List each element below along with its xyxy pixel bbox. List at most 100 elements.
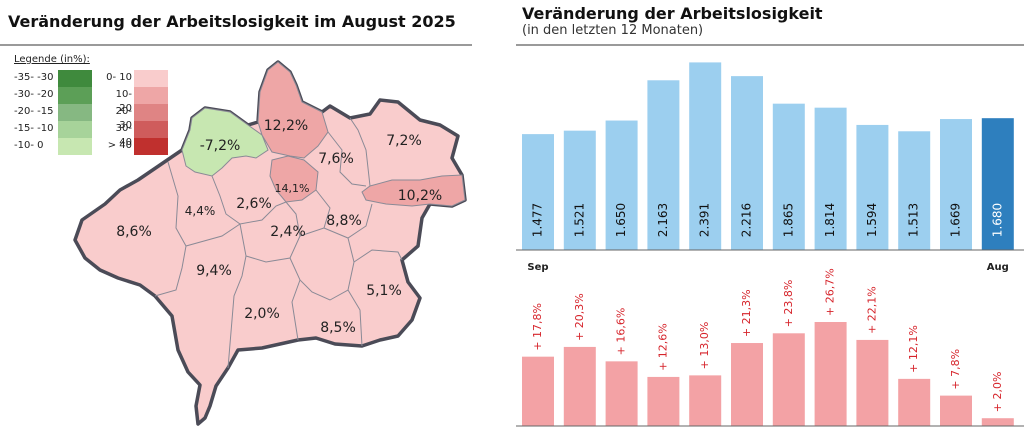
pct-value-label: + 21,3% xyxy=(740,289,753,337)
pct-value-label: + 12,1% xyxy=(907,325,920,373)
legend-swatch xyxy=(58,70,92,87)
pct-bar xyxy=(689,375,722,426)
count-bar xyxy=(689,62,722,250)
district-green xyxy=(181,107,269,177)
count-bar xyxy=(772,103,805,251)
left-title-rule xyxy=(0,44,472,46)
bar-charts: 1.477 1.521 1.650 2.163 2.391 2.216 1.865 1.814… xyxy=(516,62,1024,427)
pct-chart: + 17,8% + 20,3% + 16,6% + 12,6% + 13,0% + 21,… xyxy=(516,268,1024,427)
legend-label: -20- -15 xyxy=(14,106,54,117)
map-title: Veränderung der Arbeitslosigkeit im Augu… xyxy=(8,12,456,31)
district-label: 2,6% xyxy=(236,196,272,212)
legend-swatch xyxy=(134,138,168,155)
month-label: Aug xyxy=(987,262,1009,273)
map-labels: -7,2% 12,2% 7,2% 7,6% 14,1% 10,2% 4,4% 2,6% 8,6%… xyxy=(116,118,442,336)
district-label: 7,2% xyxy=(386,133,422,149)
month-label: Sep xyxy=(527,262,548,273)
legend-label: -15- -10 xyxy=(14,123,54,134)
legend-label: > 40 xyxy=(107,140,132,151)
pct-bar xyxy=(981,418,1014,426)
legend-label: -35- -30 xyxy=(14,72,54,83)
count-value-label: 1.814 xyxy=(823,203,837,237)
count-value-label: 1.669 xyxy=(949,203,963,237)
pct-bar xyxy=(647,376,680,426)
district-label: 14,1% xyxy=(275,182,310,195)
pct-value-label: + 17,8% xyxy=(531,303,544,351)
count-bar xyxy=(898,131,931,250)
count-value-label: 2.163 xyxy=(656,203,670,237)
chart-subtitle: (in den letzten 12 Monaten) xyxy=(522,23,704,38)
legend-swatch xyxy=(134,104,168,121)
count-bar xyxy=(563,130,596,250)
count-value-label: 1.594 xyxy=(865,203,879,237)
district-label: 4,4% xyxy=(185,204,216,218)
pct-bar xyxy=(731,343,763,426)
count-bar xyxy=(981,118,1014,250)
count-value-label: 1.513 xyxy=(907,203,921,237)
pct-bar xyxy=(856,339,889,426)
district-label: 12,2% xyxy=(264,118,308,134)
legend-label: 20- 30 xyxy=(115,106,132,131)
legend-label: 10- 20 xyxy=(115,89,132,114)
map-shapes xyxy=(73,60,467,426)
district-label: 2,4% xyxy=(270,224,306,240)
district-center xyxy=(269,155,319,203)
count-value-label: 1.477 xyxy=(531,203,545,237)
count-bar xyxy=(940,119,972,250)
district-label: 8,8% xyxy=(326,213,362,229)
legend-label: 30- 40 xyxy=(115,123,132,148)
legend-swatch xyxy=(134,87,168,104)
pct-value-label: + 20,3% xyxy=(573,293,586,341)
district-label: 7,6% xyxy=(318,151,354,167)
legend-swatch xyxy=(58,121,92,138)
count-bar xyxy=(814,107,847,250)
legend-swatch xyxy=(58,87,92,104)
pct-value-label: + 2,0% xyxy=(991,372,1004,413)
pct-value-label: + 13,0% xyxy=(698,322,711,370)
right-title-rule xyxy=(516,44,1024,46)
district-east xyxy=(361,174,466,207)
district-label: -7,2% xyxy=(200,138,241,154)
count-value-label: 1.650 xyxy=(614,203,628,237)
legend-swatch xyxy=(134,70,168,87)
district-label: 5,1% xyxy=(366,283,402,299)
count-value-label: 1.521 xyxy=(572,203,586,237)
district-borders xyxy=(154,117,403,369)
legend-swatch xyxy=(58,104,92,121)
legend-title: Legende (in%): xyxy=(14,54,90,65)
pct-bar xyxy=(814,322,847,426)
legend-swatch xyxy=(134,121,168,138)
count-value-label: 1.865 xyxy=(781,203,795,237)
pct-value-label: + 16,6% xyxy=(615,308,628,356)
pct-value-label: + 12,6% xyxy=(656,323,669,371)
district-label: 8,6% xyxy=(116,224,152,240)
pct-bar xyxy=(772,333,805,426)
pct-bar xyxy=(563,346,596,426)
pct-bar xyxy=(898,378,931,426)
district-label: 9,4% xyxy=(196,263,232,279)
legend-swatch xyxy=(58,138,92,155)
district-label: 8,5% xyxy=(320,320,356,336)
chart-title: Veränderung der Arbeitslosigkeit xyxy=(522,4,823,23)
count-bar xyxy=(856,124,889,250)
count-value-label: 1.680 xyxy=(990,203,1004,237)
legend-label: 0- 10 xyxy=(106,72,132,83)
count-bar xyxy=(647,80,680,250)
legend-label: -30- -20 xyxy=(14,89,54,100)
pct-bar xyxy=(940,395,972,426)
district-label: 10,2% xyxy=(398,188,442,204)
count-value-label: 2.216 xyxy=(740,203,754,237)
count-value-label: 2.391 xyxy=(698,203,712,237)
pct-bar xyxy=(605,361,638,426)
count-chart: 1.477 1.521 1.650 2.163 2.391 2.216 1.865 1.814… xyxy=(516,62,1024,273)
district-label: 2,0% xyxy=(244,306,280,322)
count-bar xyxy=(731,76,763,250)
pct-value-label: + 22,1% xyxy=(865,286,878,334)
pct-value-label: + 7,8% xyxy=(949,349,962,390)
pct-bar xyxy=(522,356,554,426)
count-bar xyxy=(522,134,554,250)
count-bar xyxy=(605,120,638,251)
pct-value-label: + 26,7% xyxy=(824,268,837,316)
legend-label: -10- 0 xyxy=(14,140,44,151)
district-map: -7,2% 12,2% 7,2% 7,6% 14,1% 10,2% 4,4% 2,6% 8,6%… xyxy=(73,60,467,426)
